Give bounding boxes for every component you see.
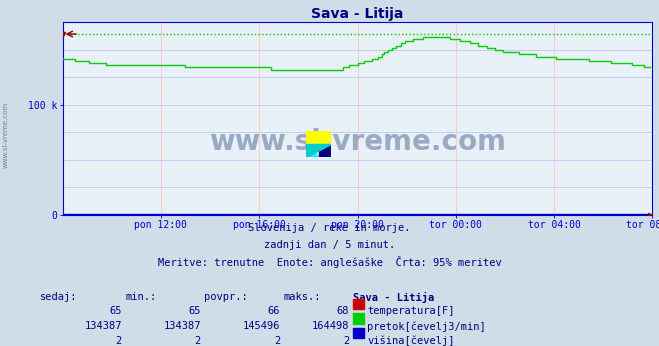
Text: maks.:: maks.: xyxy=(283,292,321,302)
Text: 164498: 164498 xyxy=(312,321,349,331)
Text: www.si-vreme.com: www.si-vreme.com xyxy=(2,102,9,168)
Title: Sava - Litija: Sava - Litija xyxy=(311,7,404,21)
Polygon shape xyxy=(306,131,331,145)
Text: 65: 65 xyxy=(188,306,201,316)
Polygon shape xyxy=(306,145,331,157)
Polygon shape xyxy=(306,131,331,145)
Text: 145496: 145496 xyxy=(243,321,280,331)
Text: višina[čevelj]: višina[čevelj] xyxy=(367,336,455,346)
Polygon shape xyxy=(319,145,331,157)
Text: sedaj:: sedaj: xyxy=(40,292,77,302)
Text: Sava - Litija: Sava - Litija xyxy=(353,292,434,303)
Text: 66: 66 xyxy=(268,306,280,316)
Text: povpr.:: povpr.: xyxy=(204,292,248,302)
Text: 2: 2 xyxy=(343,336,349,346)
Text: zadnji dan / 5 minut.: zadnji dan / 5 minut. xyxy=(264,240,395,250)
Text: min.:: min.: xyxy=(125,292,156,302)
Text: 2: 2 xyxy=(274,336,280,346)
Text: 65: 65 xyxy=(109,306,122,316)
Text: 68: 68 xyxy=(337,306,349,316)
Text: Slovenija / reke in morje.: Slovenija / reke in morje. xyxy=(248,223,411,233)
Text: 2: 2 xyxy=(116,336,122,346)
Text: pretok[čevelj3/min]: pretok[čevelj3/min] xyxy=(367,321,486,331)
Polygon shape xyxy=(306,145,319,157)
Text: 134387: 134387 xyxy=(163,321,201,331)
Text: www.si-vreme.com: www.si-vreme.com xyxy=(209,128,506,156)
Text: temperatura[F]: temperatura[F] xyxy=(367,306,455,316)
Text: 2: 2 xyxy=(195,336,201,346)
Polygon shape xyxy=(306,145,319,157)
Text: Meritve: trenutne  Enote: anglešaške  Črta: 95% meritev: Meritve: trenutne Enote: anglešaške Črta… xyxy=(158,256,501,268)
Text: 134387: 134387 xyxy=(84,321,122,331)
